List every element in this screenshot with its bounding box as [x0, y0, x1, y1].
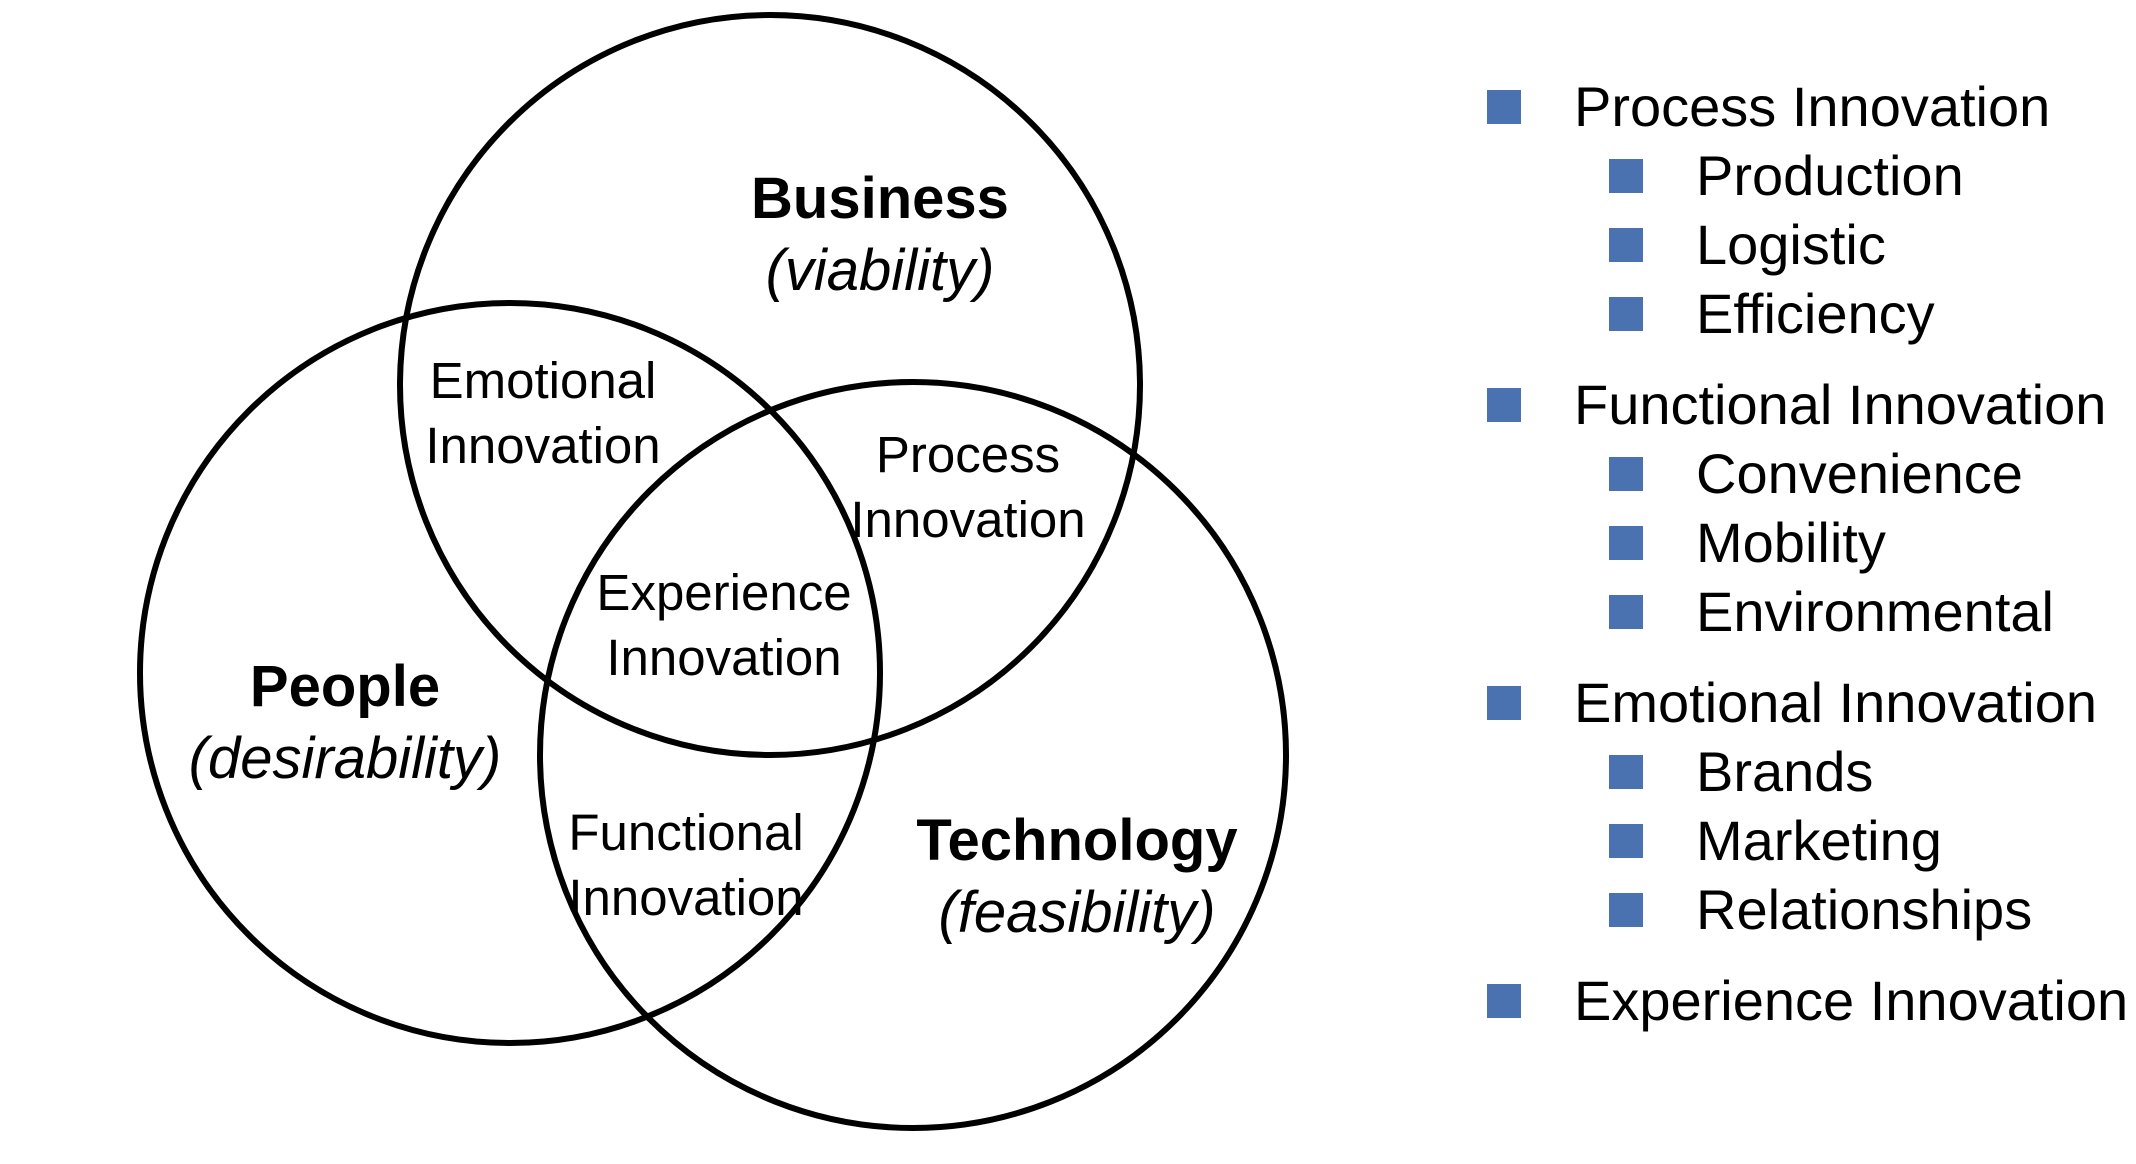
legend-item: Emotional Innovation Brands Marketing Relat…: [1487, 668, 2128, 944]
functional-innovation-label-line1: Functional: [568, 804, 803, 861]
process-innovation-label-line2: Innovation: [850, 491, 1085, 548]
square-bullet-icon: [1487, 983, 1521, 1018]
legend-subitem-label: Environmental: [1696, 580, 2054, 643]
people-label: People: [250, 654, 440, 719]
square-bullet-icon: [1609, 158, 1643, 193]
square-bullet-icon: [1609, 754, 1643, 789]
legend-subitem: Efficiency: [1609, 279, 2128, 348]
square-bullet-icon: [1609, 525, 1643, 560]
square-bullet-icon: [1609, 456, 1643, 491]
legend-subitem-label: Brands: [1696, 740, 1874, 803]
legend-subitem-label: Logistic: [1696, 213, 1886, 276]
legend-sublist: Convenience Mobility Environmental: [1487, 439, 2128, 646]
legend-item-label: Emotional Innovation: [1574, 671, 2098, 734]
legend-item: Experience Innovation: [1487, 966, 2128, 1035]
technology-circle: [537, 379, 1289, 1131]
legend-subitem-label: Marketing: [1696, 809, 1942, 872]
emotional-innovation-label-line1: Emotional: [430, 352, 657, 409]
technology-label: Technology: [916, 808, 1237, 873]
functional-innovation-label-line2: Innovation: [568, 869, 803, 926]
business-circle: [397, 12, 1143, 758]
legend-item-label: Process Innovation: [1574, 75, 2051, 138]
legend-item-row: Emotional Innovation: [1487, 668, 2128, 737]
square-bullet-icon: [1609, 594, 1643, 629]
business-sublabel: (viability): [766, 238, 995, 303]
legend-subitem: Environmental: [1609, 577, 2128, 646]
business-label: Business: [751, 166, 1009, 231]
legend-subitem-label: Efficiency: [1696, 282, 1935, 345]
emotional-innovation-label-line2: Innovation: [425, 417, 660, 474]
technology-sublabel: (feasibility): [938, 880, 1215, 945]
people-sublabel: (desirability): [189, 726, 502, 791]
legend-subitem-label: Convenience: [1696, 442, 2023, 505]
venn-diagram: Business (viability) People (desirabilit…: [137, 12, 1289, 1131]
legend-item-row: Functional Innovation: [1487, 370, 2128, 439]
innovation-types-list: Process Innovation Production Logistic Effi…: [1487, 72, 2128, 1057]
legend-item-label: Functional Innovation: [1574, 373, 2107, 436]
experience-innovation-label-line2: Innovation: [606, 629, 841, 686]
square-bullet-icon: [1487, 89, 1521, 124]
legend-item: Functional Innovation Convenience Mobility…: [1487, 370, 2128, 646]
experience-innovation-label-line1: Experience: [596, 564, 851, 621]
legend-item: Process Innovation Production Logistic Effi…: [1487, 72, 2128, 348]
process-innovation-label-line1: Process: [876, 426, 1060, 483]
square-bullet-icon: [1487, 387, 1521, 422]
legend-subitem-label: Production: [1696, 144, 1964, 207]
square-bullet-icon: [1609, 296, 1643, 331]
legend-subitem: Brands: [1609, 737, 2128, 806]
legend-subitem: Relationships: [1609, 875, 2128, 944]
legend-subitem: Marketing: [1609, 806, 2128, 875]
square-bullet-icon: [1609, 227, 1643, 262]
square-bullet-icon: [1487, 685, 1521, 720]
legend-subitem: Production: [1609, 141, 2128, 210]
legend-subitem: Logistic: [1609, 210, 2128, 279]
legend-item-row: Experience Innovation: [1487, 966, 2128, 1035]
legend-subitem-label: Relationships: [1696, 878, 2033, 941]
square-bullet-icon: [1609, 892, 1643, 927]
legend-subitem: Mobility: [1609, 508, 2128, 577]
legend-subitem-label: Mobility: [1696, 511, 1886, 574]
square-bullet-icon: [1609, 823, 1643, 858]
legend-item-row: Process Innovation: [1487, 72, 2128, 141]
legend-sublist: Production Logistic Efficiency: [1487, 141, 2128, 348]
legend-sublist: Brands Marketing Relationships: [1487, 737, 2128, 944]
legend-subitem: Convenience: [1609, 439, 2128, 508]
people-circle: [137, 300, 883, 1046]
legend-item-label: Experience Innovation: [1574, 969, 2129, 1032]
